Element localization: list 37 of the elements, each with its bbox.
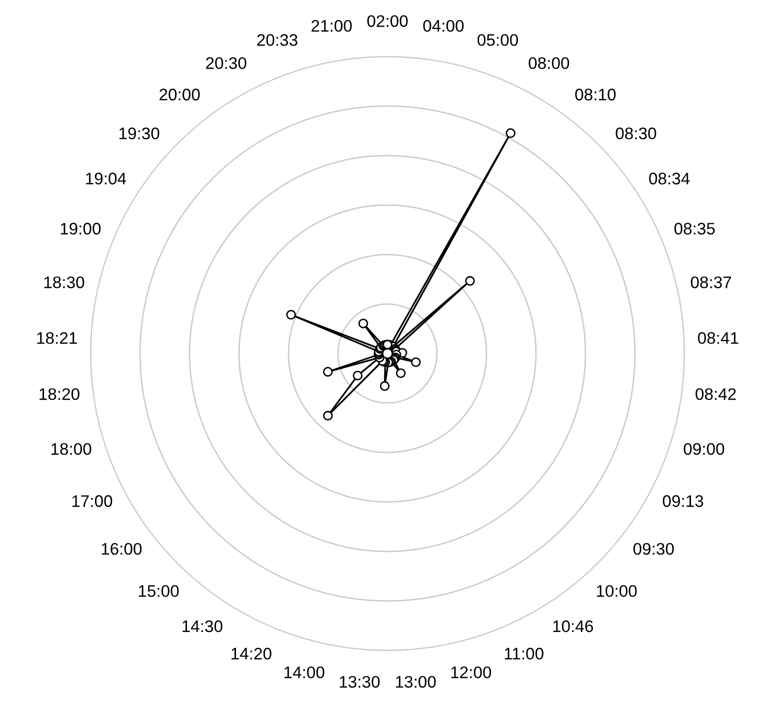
spoke-label: 12:00 (451, 666, 492, 678)
spoke-label: 08:41 (698, 332, 738, 344)
spoke-label: 05:00 (478, 34, 518, 46)
spoke-label: 10:00 (596, 585, 637, 597)
spoke-label: 14:20 (232, 648, 272, 660)
spoke-label: 08:30 (616, 128, 656, 140)
spoke-label: 14:30 (182, 620, 222, 632)
spoke-label: 20:30 (206, 57, 246, 70)
spoke-label: 18:30 (44, 276, 84, 288)
spoke-label: 18:00 (51, 443, 92, 455)
spoke-label: 08:42 (696, 388, 736, 400)
spoke-label: 04:00 (423, 20, 464, 32)
spoke-label: 20:33 (257, 34, 298, 46)
spoke-label: 11:00 (504, 648, 544, 660)
spoke-label: 10:46 (553, 620, 593, 632)
spoke-label: 13:00 (396, 676, 436, 688)
spoke-label: 08:37 (690, 276, 732, 288)
spoke-label: 09:13 (662, 495, 704, 507)
spoke-label: 02:00 (367, 15, 408, 28)
spoke-label: 20:00 (160, 88, 200, 100)
spoke-label: 18:21 (37, 332, 77, 344)
spoke-label: 16:00 (102, 542, 142, 555)
spoke-label: 19:04 (86, 172, 126, 184)
spoke-label: 08:35 (674, 222, 715, 235)
spoke-label: 08:00 (528, 57, 570, 70)
spoke-label: 21:00 (312, 20, 352, 32)
spoke-label: 17:00 (72, 495, 112, 507)
spoke-label: 18:20 (40, 388, 80, 400)
spoke-label: 09:00 (684, 443, 724, 455)
spoke-label: 08:10 (575, 88, 616, 100)
spoke-label: 14:00 (284, 666, 324, 678)
spoke-label: 13:30 (340, 676, 380, 688)
spoke-label: 19:30 (119, 128, 160, 140)
spoke-label: 08:34 (649, 172, 690, 184)
spoke-label: 19:00 (60, 222, 101, 235)
spoke-label: 09:30 (633, 542, 674, 555)
spoke-label: 15:00 (138, 585, 179, 597)
